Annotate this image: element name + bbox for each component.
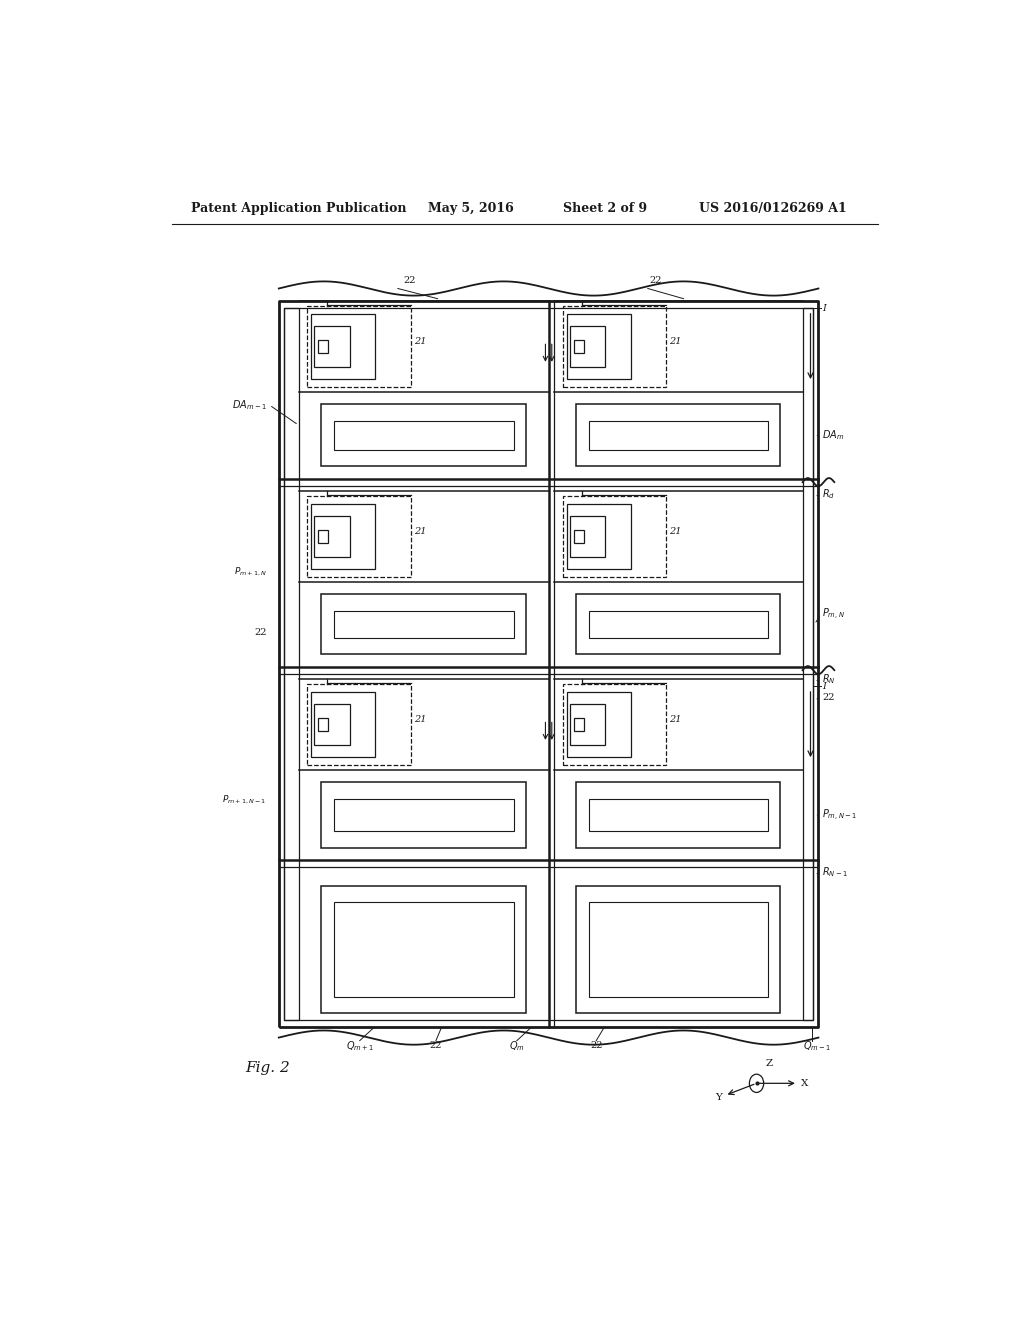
Bar [334,903,514,997]
Bar [589,421,768,450]
Bar [570,516,605,557]
Bar [573,529,584,543]
Text: Sheet 2 of 9: Sheet 2 of 9 [563,202,647,215]
Bar [318,718,329,731]
Text: $DA_{m-1}$: $DA_{m-1}$ [232,397,267,412]
Text: I: I [822,304,826,313]
Text: 21: 21 [414,528,426,536]
Text: $R_d$: $R_d$ [822,487,836,500]
Bar [311,314,375,379]
Text: $Q_m$: $Q_m$ [509,1039,524,1052]
Text: Fig. 2: Fig. 2 [246,1061,290,1074]
Bar [318,339,329,352]
Bar [321,404,526,466]
Bar [334,421,514,450]
Bar [321,594,526,655]
Bar [314,704,349,746]
Text: Patent Application Publication: Patent Application Publication [191,202,407,215]
Text: $R_{N-1}$: $R_{N-1}$ [822,865,848,879]
Text: $P_{m,N}$: $P_{m,N}$ [822,607,845,622]
Text: 22: 22 [649,276,662,285]
Text: 22: 22 [403,276,416,285]
Bar [311,692,375,756]
Text: 22: 22 [254,628,267,638]
Bar [307,496,411,577]
Text: $P_{m+1,N}$: $P_{m+1,N}$ [233,566,267,578]
Text: 22: 22 [590,1041,602,1051]
Bar [314,326,349,367]
Text: May 5, 2016: May 5, 2016 [428,202,514,215]
Bar [314,516,349,557]
Text: $R_N$: $R_N$ [822,672,836,685]
Bar [567,504,631,569]
Bar [577,783,780,847]
Text: I: I [822,681,826,690]
Text: $DA_m$: $DA_m$ [822,429,845,442]
Bar [589,799,768,832]
Text: 22: 22 [822,693,835,702]
Bar [311,504,375,569]
Bar [563,496,666,577]
Bar [563,684,666,764]
Text: 21: 21 [670,338,682,346]
Bar [307,684,411,764]
Bar [321,886,526,1014]
Text: 21: 21 [414,715,426,725]
Text: $Q_{m+1}$: $Q_{m+1}$ [345,1039,374,1052]
Text: 21: 21 [670,715,682,725]
Text: $Q_{m-1}$: $Q_{m-1}$ [803,1039,831,1052]
Text: Y: Y [715,1093,722,1102]
Bar [570,326,605,367]
Text: $P_{m,N-1}$: $P_{m,N-1}$ [822,808,857,822]
Bar [334,799,514,832]
Text: $P_{m+1,N-1}$: $P_{m+1,N-1}$ [222,793,267,807]
Text: 21: 21 [414,338,426,346]
Text: 22: 22 [430,1041,442,1051]
Text: X: X [801,1078,808,1088]
Bar [567,692,631,756]
Bar [567,314,631,379]
Bar [589,611,768,638]
Bar [570,704,605,746]
Bar [573,339,584,352]
Bar [307,306,411,387]
Bar [577,404,780,466]
Text: 21: 21 [670,528,682,536]
Text: Z: Z [765,1059,772,1068]
Bar [318,529,329,543]
Bar [563,306,666,387]
Bar [321,783,526,847]
Bar [573,718,584,731]
Bar [577,594,780,655]
Bar [334,611,514,638]
Text: US 2016/0126269 A1: US 2016/0126269 A1 [699,202,847,215]
Bar [589,903,768,997]
Bar [577,886,780,1014]
